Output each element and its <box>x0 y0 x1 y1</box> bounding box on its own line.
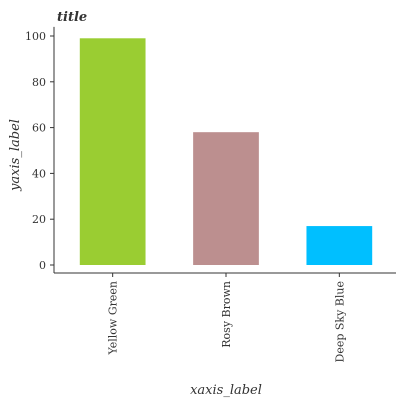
y-tick-label: 80 <box>32 76 46 89</box>
y-tick-label: 20 <box>32 213 46 226</box>
bars <box>79 38 373 265</box>
x-tick-label: Yellow Green <box>107 281 120 356</box>
y-tick-label: 60 <box>32 122 46 135</box>
bar-yellow-green <box>79 38 146 265</box>
y-tick-label: 100 <box>25 30 46 43</box>
x-tick-label: Rosy Brown <box>220 281 233 348</box>
x-tick-label: Deep Sky Blue <box>333 281 346 363</box>
y-ticks: 0 20 40 60 80 100 <box>25 30 54 272</box>
y-axis-label: yaxis_label <box>8 119 23 192</box>
bar-deep-sky-blue <box>306 226 373 265</box>
y-tick-label: 0 <box>39 259 46 272</box>
y-tick-label: 40 <box>32 167 46 180</box>
chart-title: title <box>57 10 87 25</box>
bar-rosy-brown <box>193 132 259 265</box>
x-ticks: Yellow Green Rosy Brown Deep Sky Blue <box>107 273 346 363</box>
x-axis-label: xaxis_label <box>190 383 262 398</box>
